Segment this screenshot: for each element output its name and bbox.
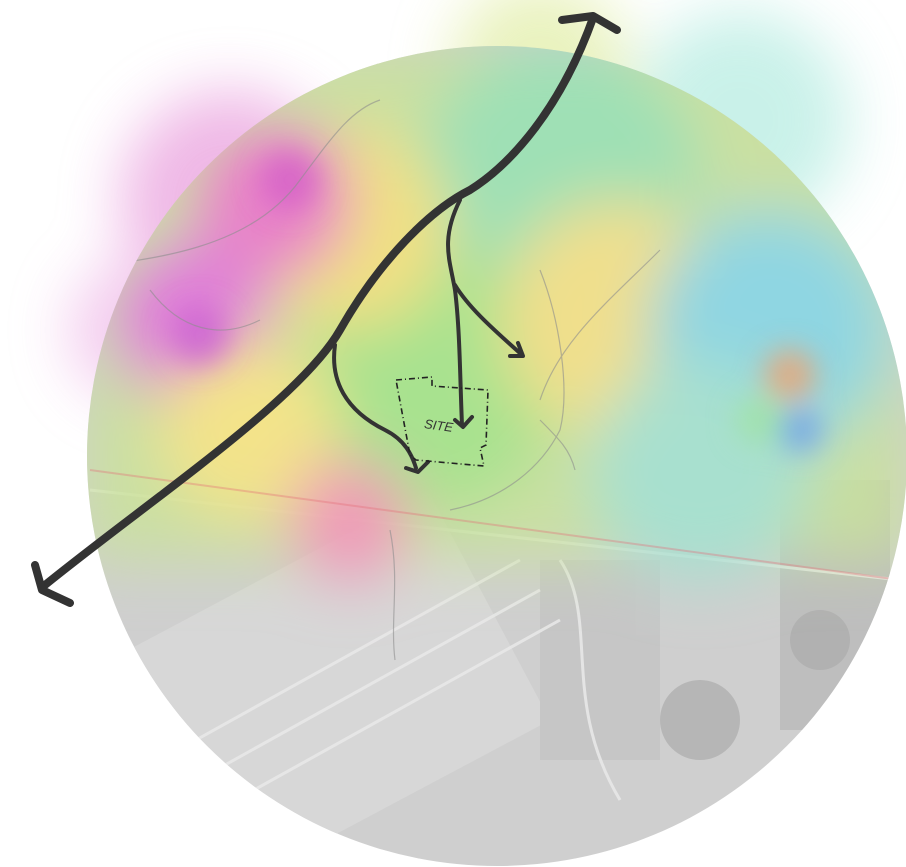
branch-arrow: [453, 283, 524, 357]
site-label: SITE: [423, 416, 454, 435]
arrow-head: [31, 561, 74, 607]
arrow-head: [558, 12, 621, 34]
heat-map: [87, 46, 906, 580]
site-boundary: [395, 376, 489, 467]
map-disc: [87, 46, 906, 866]
access-arrows: [31, 12, 621, 607]
branch-arrow: [332, 343, 418, 470]
main-road-arrow: [41, 14, 597, 589]
branch-arrow: [446, 198, 464, 427]
